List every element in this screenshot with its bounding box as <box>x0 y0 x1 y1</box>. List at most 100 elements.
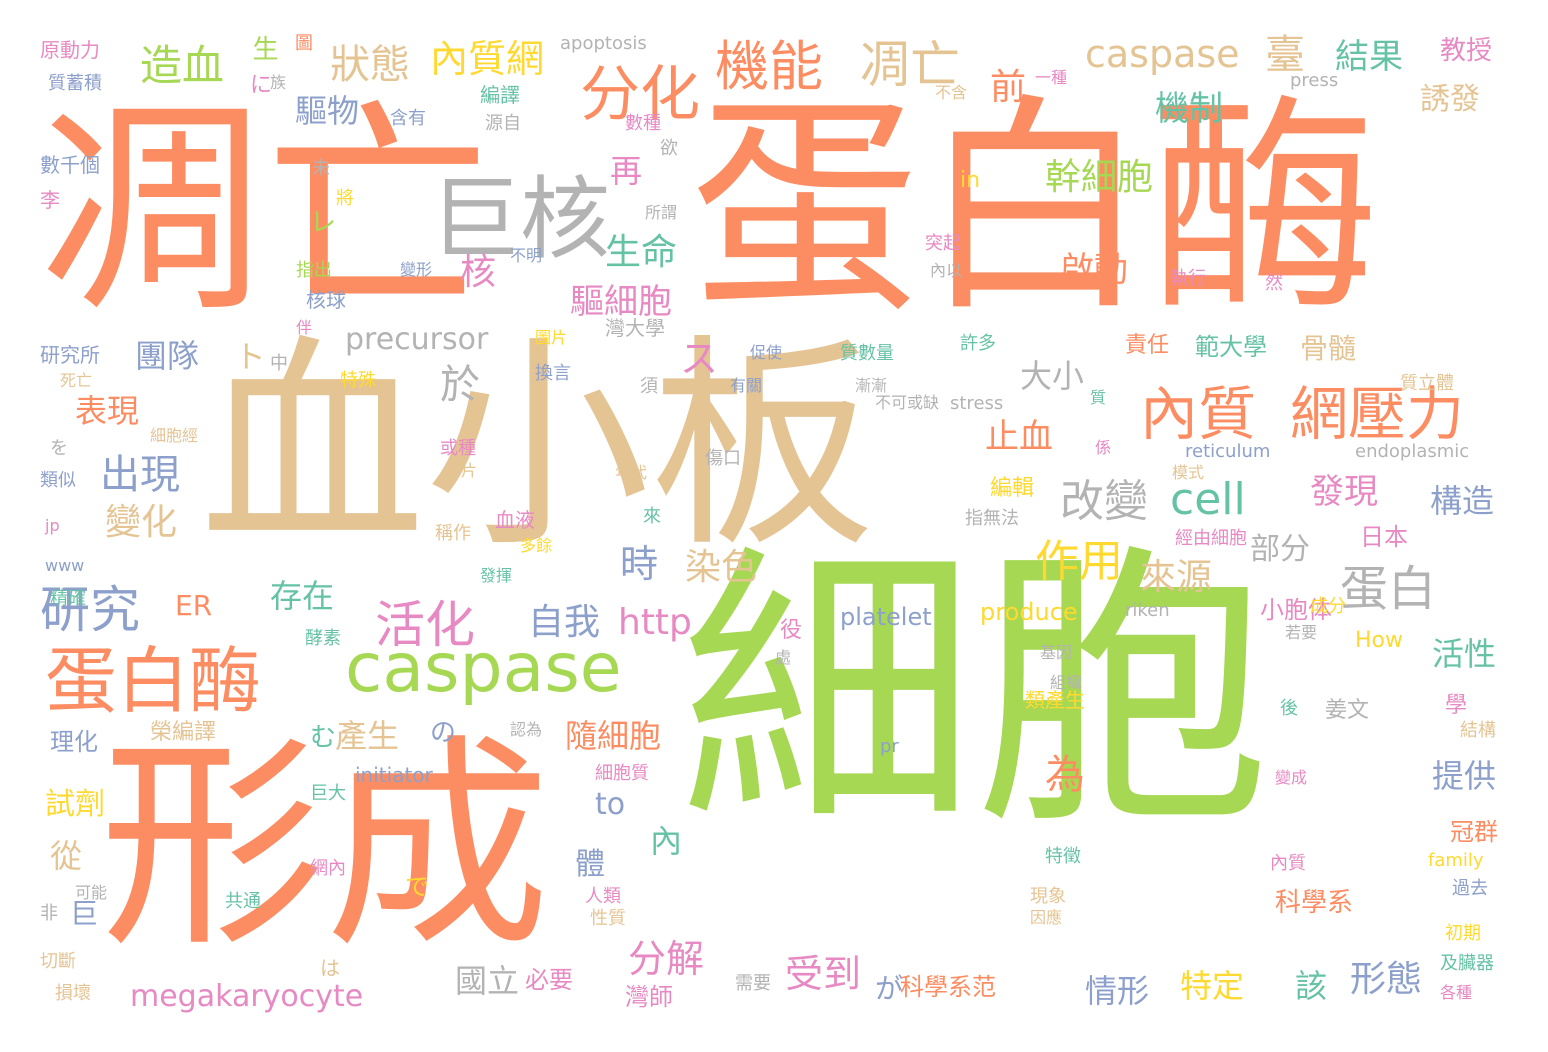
word-cloud-word: 蛋白酶 <box>690 76 1381 343</box>
word-cloud-word: む <box>310 723 337 753</box>
word-cloud-word: 活化 <box>375 596 475 654</box>
word-cloud-word: 可能 <box>75 883 108 902</box>
word-cloud-word: 指無法 <box>965 508 1019 529</box>
word-cloud-word: 現象 <box>1030 886 1066 907</box>
word-cloud-word: 存在 <box>270 577 335 615</box>
word-cloud-word: 提供 <box>1432 757 1497 795</box>
word-cloud-word: 冠群 <box>1450 818 1498 846</box>
word-cloud-word: 碎片 <box>445 461 478 480</box>
word-cloud-word: 驅細胞 <box>570 282 672 322</box>
word-cloud-word: レ <box>310 208 337 238</box>
word-cloud-word: 理化 <box>50 728 98 756</box>
word-cloud-word: 結果 <box>1335 37 1403 77</box>
word-cloud-word: 欲 <box>660 138 678 159</box>
word-cloud-word: 圖片 <box>535 328 568 347</box>
word-cloud-word: 損壞 <box>55 983 91 1004</box>
word-cloud-word: 多餘 <box>520 536 553 555</box>
word-cloud-word: 作用 <box>1035 536 1123 587</box>
word-cloud-word: 核球 <box>306 288 346 312</box>
word-cloud-word: 學 <box>1445 693 1468 718</box>
word-cloud-word: 變成 <box>1275 768 1308 787</box>
word-cloud-word: precursor <box>345 322 489 357</box>
word-cloud-word: 不明 <box>510 246 543 265</box>
word-cloud-word: 然 <box>1265 273 1283 294</box>
word-cloud-word: 啟動 <box>1060 250 1128 290</box>
word-cloud-word: 小胞体 <box>1260 596 1332 624</box>
word-cloud-word: 質數量 <box>840 343 894 364</box>
word-cloud-word: ス <box>680 337 719 381</box>
word-cloud-word: in <box>960 168 981 193</box>
word-cloud-word: 初期 <box>1445 923 1481 944</box>
word-cloud-word: 巨 <box>70 897 99 930</box>
word-cloud-word: 非 <box>40 903 58 924</box>
word-cloud-word: 指出 <box>296 260 332 281</box>
word-cloud-word: 內 <box>650 822 683 860</box>
word-cloud-word: produce <box>980 598 1078 626</box>
word-cloud-word: 於 <box>440 362 480 408</box>
word-cloud-word: 蛋白 <box>1340 561 1437 617</box>
word-cloud-word: 表現 <box>75 392 140 430</box>
word-cloud-word: 換言 <box>535 363 571 384</box>
word-cloud-word: 細胞質 <box>595 763 649 784</box>
word-cloud-word: jp <box>45 516 60 535</box>
word-cloud-word: 變化 <box>105 502 178 543</box>
word-cloud-word: 臺 <box>1265 32 1305 78</box>
word-cloud-word: 機制 <box>1155 89 1223 129</box>
word-cloud-word: 體 <box>575 847 605 882</box>
word-cloud-word: 人類 <box>585 886 621 907</box>
word-cloud-word: 該 <box>1295 967 1328 1005</box>
word-cloud-word: 隨細胞 <box>565 717 662 755</box>
word-cloud-word: 灣大學 <box>605 316 665 340</box>
word-cloud-word: 有關 <box>730 376 763 395</box>
word-cloud-word: ER <box>175 589 213 622</box>
word-cloud-word: 發現 <box>1310 472 1378 512</box>
word-cloud-word: 形態 <box>1350 959 1423 1000</box>
word-cloud-word: 國立 <box>455 962 520 1000</box>
word-cloud-word: http <box>618 602 692 643</box>
word-cloud-word: 所謂 <box>645 203 678 222</box>
word-cloud-word: 機能 <box>715 35 823 98</box>
word-cloud-word: 組織 <box>1050 673 1083 692</box>
word-cloud-word: press <box>1290 70 1339 91</box>
word-cloud-word: 稱作 <box>435 523 471 544</box>
word-cloud-word: 變形 <box>400 260 433 279</box>
word-cloud-word: で <box>405 873 429 901</box>
word-cloud-word: 因應 <box>1030 908 1063 927</box>
word-cloud-word: 傷口 <box>705 448 741 469</box>
word-cloud-word: 一種 <box>1035 68 1068 87</box>
word-cloud-word: 前 <box>990 67 1027 108</box>
word-cloud-word: 形成 <box>100 716 550 978</box>
word-cloud-word: 許多 <box>960 333 996 354</box>
word-cloud-word: 內質網 <box>430 37 545 81</box>
word-cloud-word: 特定 <box>1180 967 1245 1005</box>
word-cloud-word: 切斷 <box>40 951 76 972</box>
word-cloud-word: 若要 <box>1285 623 1318 642</box>
word-cloud-word: 分化 <box>580 60 700 130</box>
word-cloud-word: 出現 <box>100 452 180 498</box>
word-cloud-word: 時 <box>620 542 659 586</box>
word-cloud-word: 內質 <box>1270 853 1306 874</box>
word-cloud-word: 經由細胞 <box>1175 528 1247 549</box>
word-cloud-word: 榮編譯 <box>150 720 217 745</box>
word-cloud-word: 內質 <box>1140 380 1257 448</box>
word-cloud-word: 質蓄積 <box>48 73 102 94</box>
word-cloud-word: 巨核 <box>430 167 610 272</box>
word-cloud-word: 凋亡 <box>860 36 960 94</box>
word-cloud-word: ト <box>229 340 267 372</box>
word-cloud-word: の <box>430 718 457 748</box>
word-cloud-word: 骨髓 <box>1300 332 1357 365</box>
word-cloud-word: 自我 <box>528 602 601 643</box>
word-cloud-word: 不可或缺 <box>875 393 940 412</box>
word-cloud-word: 研究所 <box>40 343 100 367</box>
word-cloud-word: stress <box>950 393 1004 414</box>
word-cloud-word: 活性 <box>1432 635 1497 673</box>
word-cloud-word: endoplasmic <box>1355 441 1470 462</box>
word-cloud-word: 係 <box>1095 438 1112 457</box>
word-cloud-word: 部分 <box>1250 532 1310 567</box>
word-cloud-word: 類產生 <box>1025 688 1085 712</box>
word-cloud-word: family <box>1428 850 1484 871</box>
word-cloud-word: 促使 <box>750 343 783 362</box>
word-cloud-word: が <box>875 972 904 1005</box>
word-cloud-word: cell <box>1170 474 1246 525</box>
word-cloud-word: 編輯 <box>990 476 1035 501</box>
